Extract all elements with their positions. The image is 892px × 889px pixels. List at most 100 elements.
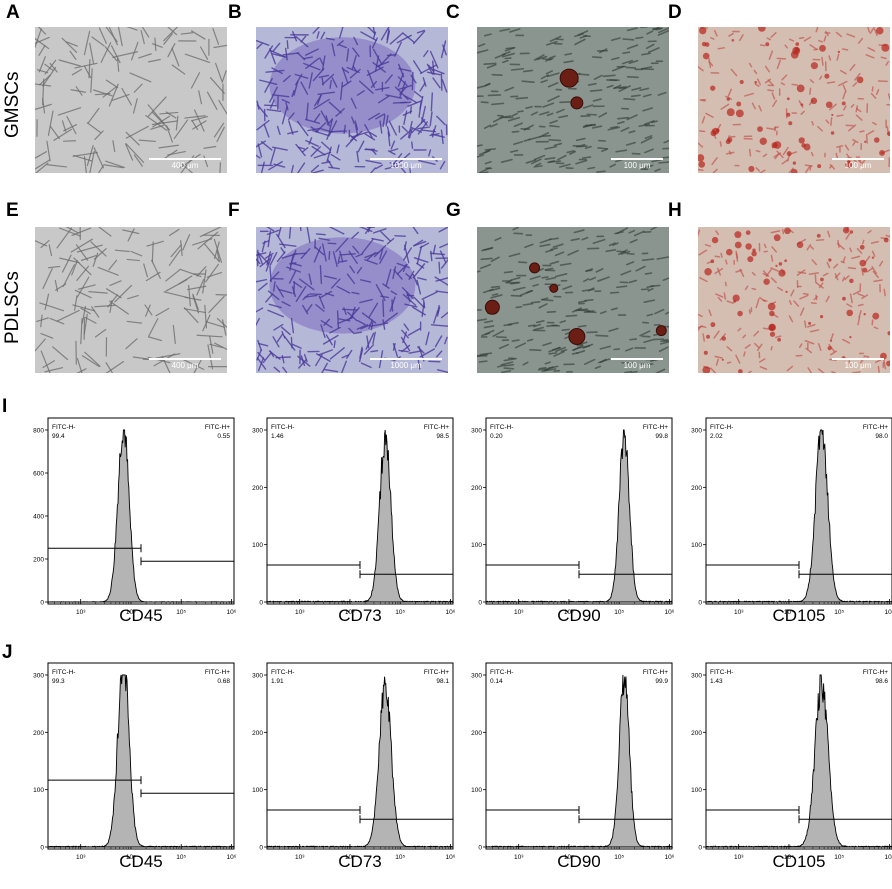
scale-bar (832, 358, 884, 360)
y-tick-label: 300 (252, 673, 263, 680)
x-tick-label: 10³ (734, 609, 744, 616)
flow-histogram-i-cd45: 0 200 400 600 800 10³ 10⁴ 10⁵ 10⁶ FITC-H- 99.4 FITC… (16, 417, 242, 624)
y-tick-label: 0 (259, 845, 263, 852)
x-tick-label: 10³ (76, 854, 86, 861)
x-tick-label: 10⁶ (885, 854, 892, 861)
micrograph-b: 1000 μm (256, 27, 448, 173)
histogram-area (705, 429, 892, 603)
gate-neg-label: FITC-H- (52, 669, 75, 676)
micrograph-g: 100 μm (477, 227, 669, 373)
micrograph-h: 100 μm (698, 227, 890, 373)
gate-neg-label: FITC-H- (710, 669, 733, 676)
neg-percent: 99.4 (52, 433, 65, 440)
x-tick-label: 10⁴ (126, 609, 136, 616)
flow-histogram-j-cd105: 0 100 200 300 10³ 10⁴ 10⁵ 10⁶ FITC-H- 1.43 FITC-H+… (674, 662, 892, 869)
marker-label-cd105: CD105 (772, 852, 826, 871)
y-tick-label: 200 (471, 485, 482, 492)
marker-label-cd73: CD73 (338, 606, 382, 625)
x-tick-label: 10⁶ (446, 854, 456, 861)
scale-bar-label: 100 μm (844, 161, 872, 170)
gate-negative (266, 805, 361, 814)
gate-negative (266, 560, 361, 569)
marker-label-cd45: CD45 (119, 852, 163, 871)
pos-percent: 99.8 (655, 433, 668, 440)
neg-percent: 2.02 (710, 433, 723, 440)
y-tick-label: 300 (471, 673, 482, 680)
scale-bar-label: 100 μm (844, 361, 872, 370)
scale-bar-label: 1000 μm (390, 361, 422, 370)
y-tick-label: 100 (252, 787, 263, 794)
x-tick-label: 10⁶ (665, 854, 675, 861)
x-tick-label: 10³ (295, 854, 305, 861)
scale-bar-label: 1000 μm (390, 161, 422, 170)
gate-pos-label: FITC-H+ (205, 669, 230, 676)
micrograph-texture (256, 227, 448, 373)
neg-percent: 1.91 (271, 678, 284, 685)
pos-percent: 98.6 (875, 678, 888, 685)
histogram-area (705, 674, 892, 848)
y-tick-label: 100 (33, 787, 44, 794)
gate-positive (578, 815, 672, 824)
panel-label-b: B (228, 2, 242, 23)
x-tick-label: 10³ (734, 854, 744, 861)
scale-bar-label: 400 μm (171, 161, 199, 170)
gate-negative (485, 560, 580, 569)
plot-frame (47, 662, 235, 850)
y-tick-label: 300 (252, 428, 263, 435)
micrograph-texture (477, 27, 669, 173)
y-tick-label: 400 (33, 514, 44, 521)
histogram-area (265, 429, 455, 603)
scale-bar (611, 358, 663, 360)
gate-negative (485, 805, 580, 814)
scale-bar (611, 158, 663, 160)
x-tick-label: 10⁴ (345, 854, 355, 861)
marker-label-cd73: CD73 (338, 852, 382, 871)
gate-positive (359, 570, 453, 579)
gate-positive (798, 815, 892, 824)
micrograph-d: 100 μm (698, 27, 890, 173)
gate-negative (705, 805, 800, 814)
x-tick-label: 10⁴ (784, 854, 794, 861)
x-tick-label: 10⁶ (446, 609, 456, 616)
y-tick-label: 300 (691, 428, 702, 435)
scale-bar-label: 100 μm (623, 361, 651, 370)
flow-histogram-j-cd73: 0 100 200 300 10³ 10⁴ 10⁵ 10⁶ FITC-H- 1.91 FITC-H+… (235, 662, 461, 869)
x-tick-label: 10⁵ (834, 854, 844, 861)
scale-bar (370, 158, 442, 160)
histogram-area (266, 676, 454, 848)
micrograph-e: 400 μm (35, 227, 227, 373)
pos-percent: 98.0 (875, 433, 888, 440)
y-tick-label: 300 (33, 673, 44, 680)
flow-histogram-j-cd90: 0 100 200 300 10³ 10⁴ 10⁵ 10⁶ FITC-H- 0.14 FITC-H+… (454, 662, 680, 869)
flow-histogram-i-cd90: 0 100 200 300 10³ 10⁴ 10⁵ 10⁶ FITC-H- 0.20 FITC-H+… (454, 417, 680, 624)
gate-positive (359, 815, 453, 824)
x-tick-label: 10⁶ (227, 854, 237, 861)
flow-histogram-j-cd45: 0 100 200 300 10³ 10⁴ 10⁵ 10⁶ FITC-H- 99.3 FITC-H+… (16, 662, 242, 869)
y-tick-label: 0 (478, 600, 482, 607)
gate-neg-label: FITC-H- (490, 669, 513, 676)
x-tick-label: 10⁵ (834, 609, 844, 616)
y-tick-label: 0 (40, 845, 44, 852)
x-tick-label: 10³ (295, 609, 305, 616)
pos-percent: 0.55 (217, 433, 230, 440)
neg-percent: 0.20 (490, 433, 503, 440)
histogram-area (485, 674, 674, 848)
gate-pos-label: FITC-H+ (424, 669, 449, 676)
x-tick-label: 10⁵ (614, 609, 624, 616)
x-tick-label: 10⁶ (665, 609, 675, 616)
y-tick-label: 100 (252, 542, 263, 549)
panel-label-f: F (228, 200, 240, 221)
scale-bar (149, 358, 221, 360)
pos-percent: 98.1 (436, 678, 449, 685)
scale-bar (149, 158, 221, 160)
y-tick-label: 200 (691, 730, 702, 737)
plot-frame (485, 417, 673, 605)
micrograph-c: 100 μm (477, 27, 669, 173)
y-tick-label: 300 (691, 673, 702, 680)
x-tick-label: 10⁵ (395, 609, 405, 616)
panel-label-e: E (6, 200, 19, 221)
gate-pos-label: FITC-H+ (643, 424, 668, 431)
micrograph-texture (35, 227, 227, 373)
neg-percent: 0.14 (490, 678, 503, 685)
micrograph-texture (256, 27, 448, 173)
